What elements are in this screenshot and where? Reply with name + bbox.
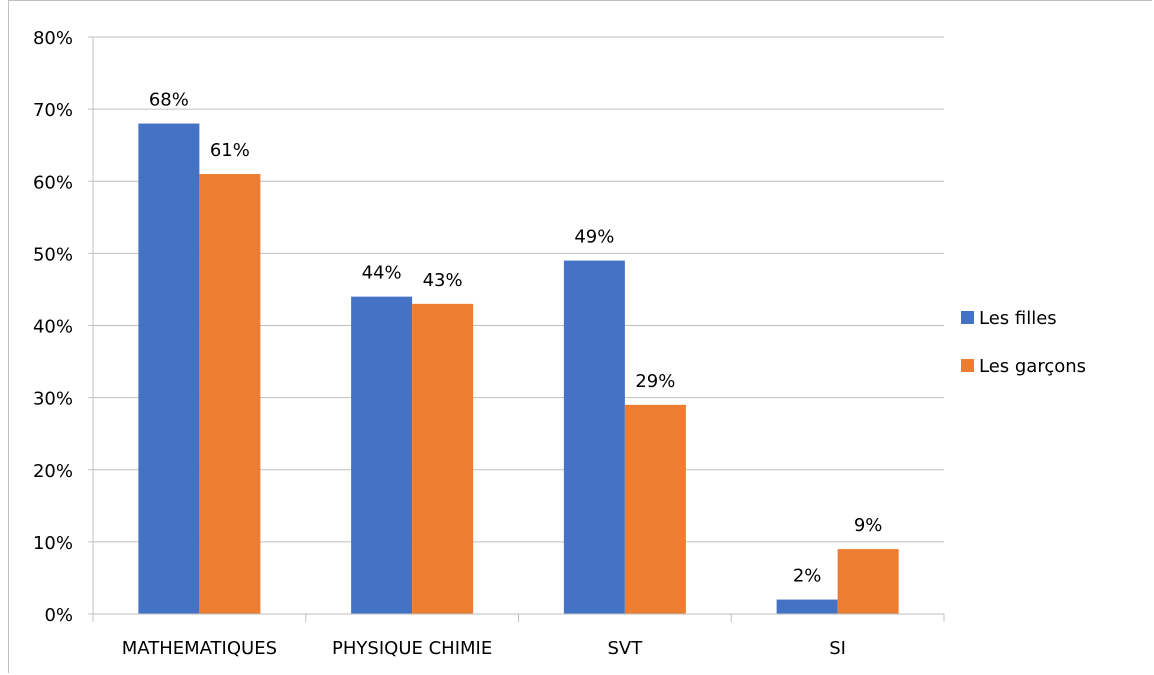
x-tick-label: PHYSIQUE CHIMIE <box>332 638 492 659</box>
data-label: 49% <box>574 227 614 248</box>
y-tick-label: 80% <box>33 28 73 49</box>
data-label: 43% <box>423 270 463 291</box>
legend-label: Les garçons <box>979 356 1086 377</box>
legend-swatch <box>961 311 974 324</box>
bar <box>412 303 474 614</box>
data-label: 61% <box>210 140 250 161</box>
x-tick-label: MATHEMATIQUES <box>122 638 277 659</box>
y-tick-label: 0% <box>44 605 73 626</box>
legend-label: Les filles <box>979 308 1057 329</box>
data-label: 68% <box>149 90 189 111</box>
data-label: 44% <box>362 263 402 284</box>
y-tick-label: 10% <box>33 533 73 554</box>
data-label: 29% <box>635 371 675 392</box>
bar <box>624 404 686 614</box>
y-tick-label: 40% <box>33 317 73 338</box>
bar <box>776 599 838 614</box>
bar <box>563 260 625 614</box>
y-tick-label: 70% <box>33 100 73 121</box>
bar <box>138 123 200 615</box>
legend-swatch <box>961 359 974 372</box>
bar <box>351 296 413 614</box>
data-label: 9% <box>854 515 883 536</box>
bar <box>837 549 899 614</box>
x-tick-label: SVT <box>608 638 644 659</box>
axes: 0% 10% 20% 30% 40% 50% 60% 70% 80% MATHEMATIQUES P… <box>33 28 945 659</box>
y-tick-label: 60% <box>33 172 73 193</box>
data-label: 2% <box>793 566 822 587</box>
y-tick-label: 30% <box>33 389 73 410</box>
x-tick-label: SI <box>829 638 846 659</box>
gridlines <box>93 36 944 543</box>
y-tick-label: 20% <box>33 461 73 482</box>
data-labels: 68% 61% 44% 43% 49% 29% 2% 9% <box>149 90 883 587</box>
chart-frame <box>8 0 1152 673</box>
bar <box>199 174 261 614</box>
y-tick-label: 50% <box>33 244 73 265</box>
legend: Les filles Les garçons <box>961 308 1086 377</box>
bars <box>138 123 899 615</box>
